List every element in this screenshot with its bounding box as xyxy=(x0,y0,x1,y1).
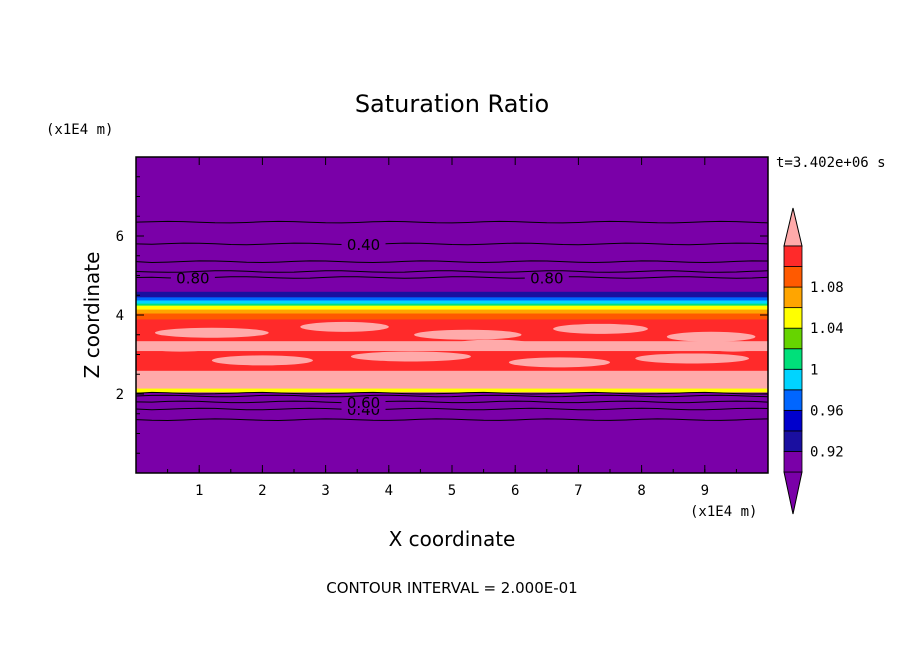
contour-line-1 xyxy=(136,407,768,411)
band-10 xyxy=(136,299,768,304)
band-4 xyxy=(136,340,768,352)
contour-label-bg-5-0 xyxy=(170,269,215,285)
streak-5 xyxy=(211,355,313,366)
contour-label-5-0: 0.80 xyxy=(176,269,209,287)
contour-line-4 xyxy=(136,391,768,395)
colorbar-top-arrow xyxy=(783,207,803,247)
contour-line-5 xyxy=(136,276,768,279)
y-tick-label-0: 2 xyxy=(116,387,124,403)
x-tick-label-3: 4 xyxy=(385,483,393,499)
streak-7 xyxy=(508,357,610,368)
band-7 xyxy=(136,309,768,314)
contour-line-2 xyxy=(136,400,768,404)
y-unit-label: (x1E4 m) xyxy=(46,122,113,138)
colorbar: 0.92 0.96 1 1.04 1.08 xyxy=(783,207,844,515)
colorbar-label-4: 1.08 xyxy=(810,280,844,296)
contour-interval-footer: CONTOUR INTERVAL = 2.000E-01 xyxy=(326,579,577,597)
colorbar-swatch-0 xyxy=(783,451,803,473)
streak-11 xyxy=(704,341,762,352)
contour-line-6 xyxy=(136,270,768,273)
colorbar-label-3: 1.04 xyxy=(810,321,844,337)
x-tick-label-4: 5 xyxy=(448,483,456,499)
band-9 xyxy=(136,303,768,306)
colorbar-swatch-3 xyxy=(783,389,803,411)
contour-label-2-0: 0.60 xyxy=(347,394,380,412)
band-13 xyxy=(136,157,768,292)
streak-6 xyxy=(350,351,471,362)
x-tick-label-5: 6 xyxy=(511,483,519,499)
band-0 xyxy=(136,392,768,473)
contour-label-bg-5-1 xyxy=(524,269,569,285)
band-2 xyxy=(136,370,768,389)
contour-label-bg-8-0 xyxy=(341,235,386,251)
streak-3 xyxy=(553,323,648,334)
streak-0 xyxy=(154,327,269,338)
y-tick-label-1: 4 xyxy=(116,308,124,324)
colorbar-label-0: 0.92 xyxy=(810,444,844,460)
contour-label-bg-2-0 xyxy=(341,393,386,409)
time-label: t=3.402e+06 s xyxy=(776,155,886,171)
x-tick-label-1: 2 xyxy=(258,483,266,499)
colorbar-label-1: 0.96 xyxy=(810,403,844,419)
band-11 xyxy=(136,296,768,301)
colorbar-swatch-4 xyxy=(783,368,803,391)
colorbar-swatch-1 xyxy=(783,430,803,452)
contour-line-7 xyxy=(136,260,768,264)
x-tick-label-8: 9 xyxy=(701,483,709,499)
streak-10 xyxy=(452,339,535,350)
contour-line-3 xyxy=(136,394,768,398)
x-unit-label: (x1E4 m) xyxy=(690,504,757,520)
y-axis-label: Z coordinate xyxy=(80,252,104,379)
colorbar-swatch-10 xyxy=(783,245,803,267)
chart-title: Saturation Ratio xyxy=(355,90,549,118)
colorbar-swatch-5 xyxy=(783,348,803,370)
colorbar-swatch-7 xyxy=(783,307,803,329)
band-6 xyxy=(136,313,768,320)
band-8 xyxy=(136,305,768,310)
colorbar-label-2: 1 xyxy=(810,362,818,378)
x-tick-label-0: 1 xyxy=(195,483,203,499)
streak-2 xyxy=(414,329,522,340)
x-tick-label-6: 7 xyxy=(574,483,582,499)
streak-9 xyxy=(142,341,219,352)
contour-line-0 xyxy=(136,418,768,422)
colorbar-swatch-2 xyxy=(783,409,803,432)
band-3 xyxy=(136,350,768,371)
colorbar-bottom-arrow xyxy=(783,471,803,515)
contour-line-8 xyxy=(136,242,768,246)
contour-label-8-0: 0.40 xyxy=(347,236,380,254)
streak-8 xyxy=(635,353,750,364)
colorbar-swatch-8 xyxy=(783,286,803,309)
x-tick-label-2: 3 xyxy=(321,483,329,499)
contour-line-9 xyxy=(136,220,768,224)
colorbar-swatch-9 xyxy=(783,266,803,288)
streak-4 xyxy=(666,331,756,342)
streak-1 xyxy=(300,321,389,332)
band-1 xyxy=(136,388,768,393)
colorbar-swatch-6 xyxy=(783,327,803,350)
y-tick-label-2: 6 xyxy=(116,229,124,245)
x-axis-label: X coordinate xyxy=(389,527,516,551)
x-tick-label-7: 8 xyxy=(637,483,645,499)
band-12 xyxy=(136,291,768,298)
contour-label-5-1: 0.80 xyxy=(530,269,563,287)
